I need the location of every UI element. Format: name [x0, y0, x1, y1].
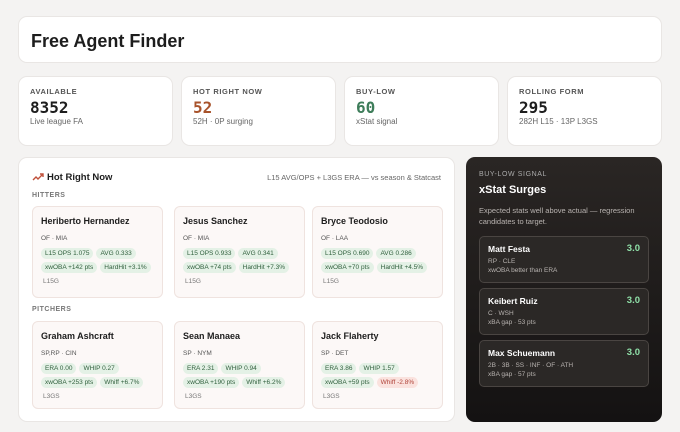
stat-chip: L15 OPS 0.933 — [183, 248, 236, 259]
trend-icon — [32, 173, 44, 181]
stat-card: AVAILABLE 8352 Live league FA — [18, 76, 173, 146]
player-meta: SP,RP · CIN — [41, 350, 77, 357]
chip-list: ERA 0.00 WHIP 0.27 xwOBA +253 pts Whiff +6.… — [41, 363, 154, 402]
chip-list: ERA 2.31 WHIP 0.94 xwOBA +190 pts Whiff +6.… — [183, 363, 296, 402]
player-meta: RP · CLE — [488, 258, 516, 265]
player-name: Max Schuemann — [488, 348, 556, 358]
player-meta: OF · MIA — [41, 235, 68, 242]
panel-title: Hot Right Now — [47, 172, 113, 183]
signal-note: xwOBA better than ERA — [488, 267, 558, 274]
signal-score: 3.0 — [626, 295, 640, 306]
window-tag: L15G — [185, 278, 201, 285]
stat-chip: ERA 2.31 — [183, 363, 219, 374]
player-meta: 2B · 3B · SS · INF · OF · ATH — [488, 362, 574, 369]
kicker: BUY-LOW SIGNAL — [479, 171, 548, 178]
player-meta: SP · DET — [321, 350, 349, 357]
stat-chip: ERA 3.86 — [321, 363, 357, 374]
player-card[interactable]: Jesus Sanchez OF · MIA L15 OPS 0.933 AVG 0.… — [174, 206, 305, 298]
stat-chip: Whiff +6.7% — [100, 377, 144, 388]
stat-sub: 282H L15 · 13P L3GS — [519, 117, 598, 126]
player-name: Graham Ashcraft — [41, 331, 114, 341]
header: Free Agent Finder — [18, 16, 662, 63]
player-meta: OF · MIA — [183, 235, 210, 242]
stat-chip: HardHit +7.3% — [238, 262, 290, 273]
stat-card: BUY-LOW 60 xStat signal — [344, 76, 499, 146]
stat-chip: L15 OPS 0.690 — [321, 248, 374, 259]
player-card[interactable]: Sean Manaea SP · NYM ERA 2.31 WHIP 0.94 xwOB… — [174, 321, 305, 409]
stat-chip: xwOBA +59 pts — [321, 377, 374, 388]
stat-value: 8352 — [30, 98, 69, 117]
player-name: Jack Flaherty — [321, 331, 379, 341]
stat-chip: AVG 0.341 — [238, 248, 278, 259]
stat-chip: Whiff -2.8% — [376, 377, 419, 388]
player-name: Jesus Sanchez — [183, 216, 248, 226]
page-title: Free Agent Finder — [31, 31, 185, 51]
stat-chip: HardHit +4.5% — [376, 262, 428, 273]
player-name: Sean Manaea — [183, 331, 241, 341]
stat-label: AVAILABLE — [30, 87, 78, 96]
chip-list: ERA 3.86 WHIP 1.57 xwOBA +59 pts Whiff -2.8… — [321, 363, 434, 402]
player-meta: C · WSH — [488, 310, 514, 317]
stat-sub: xStat signal — [356, 117, 398, 126]
chip-list: L15 OPS 0.690 AVG 0.286 xwOBA +70 pts HardH… — [321, 248, 434, 287]
stat-chip: ERA 0.00 — [41, 363, 77, 374]
hot-panel: Hot Right Now L15 AVG/OPS + L3GS ERA — v… — [18, 157, 455, 422]
stat-chip: L15 OPS 1.075 — [41, 248, 94, 259]
chip-list: L15 OPS 1.075 AVG 0.333 xwOBA +142 pts Hard… — [41, 248, 154, 287]
stat-value: 52 — [193, 98, 213, 117]
stat-sub: 52H · 0P surging — [193, 117, 253, 126]
stat-sub: Live league FA — [30, 117, 83, 126]
buylow-panel: BUY-LOW SIGNAL xStat Surges Expected sta… — [466, 157, 662, 422]
player-name: Matt Festa — [488, 244, 531, 254]
signal-note: xBA gap · 53 pts — [488, 319, 536, 326]
section-label: PITCHERS — [32, 306, 72, 313]
player-name: Keibert Ruiz — [488, 296, 538, 306]
stat-chip: xwOBA +253 pts — [41, 377, 98, 388]
player-name: Bryce Teodosio — [321, 216, 388, 226]
player-meta: OF · LAA — [321, 235, 349, 242]
signal-note: xBA gap · 57 pts — [488, 371, 536, 378]
stat-chip: xwOBA +70 pts — [321, 262, 374, 273]
window-tag: L3GS — [43, 393, 60, 400]
stat-label: ROLLING FORM — [519, 87, 585, 96]
stat-value: 295 — [519, 98, 548, 117]
stat-chip: xwOBA +190 pts — [183, 377, 240, 388]
stat-chip: WHIP 1.57 — [359, 363, 399, 374]
stat-chip: HardHit +3.1% — [100, 262, 151, 273]
stat-chip: xwOBA +74 pts — [183, 262, 236, 273]
buylow-item[interactable]: Max Schuemann 3.0 2B · 3B · SS · INF · OF … — [479, 340, 649, 387]
stat-chip: Whiff +6.2% — [242, 377, 286, 388]
player-card[interactable]: Heriberto Hernandez OF · MIA L15 OPS 1.075… — [32, 206, 163, 298]
window-tag: L15G — [43, 278, 59, 285]
panel-desc: Expected stats well above actual — regre… — [479, 206, 635, 226]
signal-score: 3.0 — [626, 347, 640, 358]
player-card[interactable]: Jack Flaherty SP · DET ERA 3.86 WHIP 1.57 xw… — [312, 321, 443, 409]
stat-card: HOT RIGHT NOW 52 52H · 0P surging — [181, 76, 336, 146]
player-name: Heriberto Hernandez — [41, 216, 130, 226]
signal-score: 3.0 — [626, 243, 640, 254]
section-label: HITTERS — [32, 192, 66, 199]
panel-title: xStat Surges — [479, 184, 547, 196]
stat-card: ROLLING FORM 295 282H L15 · 13P L3GS — [507, 76, 662, 146]
stat-chip: WHIP 0.27 — [79, 363, 119, 374]
chip-list: L15 OPS 0.933 AVG 0.341 xwOBA +74 pts HardH… — [183, 248, 296, 287]
player-meta: SP · NYM — [183, 350, 212, 357]
stat-chip: WHIP 0.94 — [221, 363, 261, 374]
stat-chip: AVG 0.286 — [376, 248, 416, 259]
window-tag: L15G — [323, 278, 339, 285]
stat-label: HOT RIGHT NOW — [193, 87, 263, 96]
player-card[interactable]: Bryce Teodosio OF · LAA L15 OPS 0.690 AVG 0… — [312, 206, 443, 298]
panel-note: L15 AVG/OPS + L3GS ERA — vs season & Sta… — [267, 173, 441, 182]
window-tag: L3GS — [323, 393, 340, 400]
buylow-item[interactable]: Keibert Ruiz 3.0 C · WSH xBA gap · 53 pts — [479, 288, 649, 335]
buylow-item[interactable]: Matt Festa 3.0 RP · CLE xwOBA better than E… — [479, 236, 649, 283]
stat-label: BUY-LOW — [356, 87, 396, 96]
window-tag: L3GS — [185, 393, 202, 400]
stat-chip: xwOBA +142 pts — [41, 262, 98, 273]
stat-chip: AVG 0.333 — [96, 248, 136, 259]
player-card[interactable]: Graham Ashcraft SP,RP · CIN ERA 0.00 WHIP 0… — [32, 321, 163, 409]
stat-value: 60 — [356, 98, 376, 117]
